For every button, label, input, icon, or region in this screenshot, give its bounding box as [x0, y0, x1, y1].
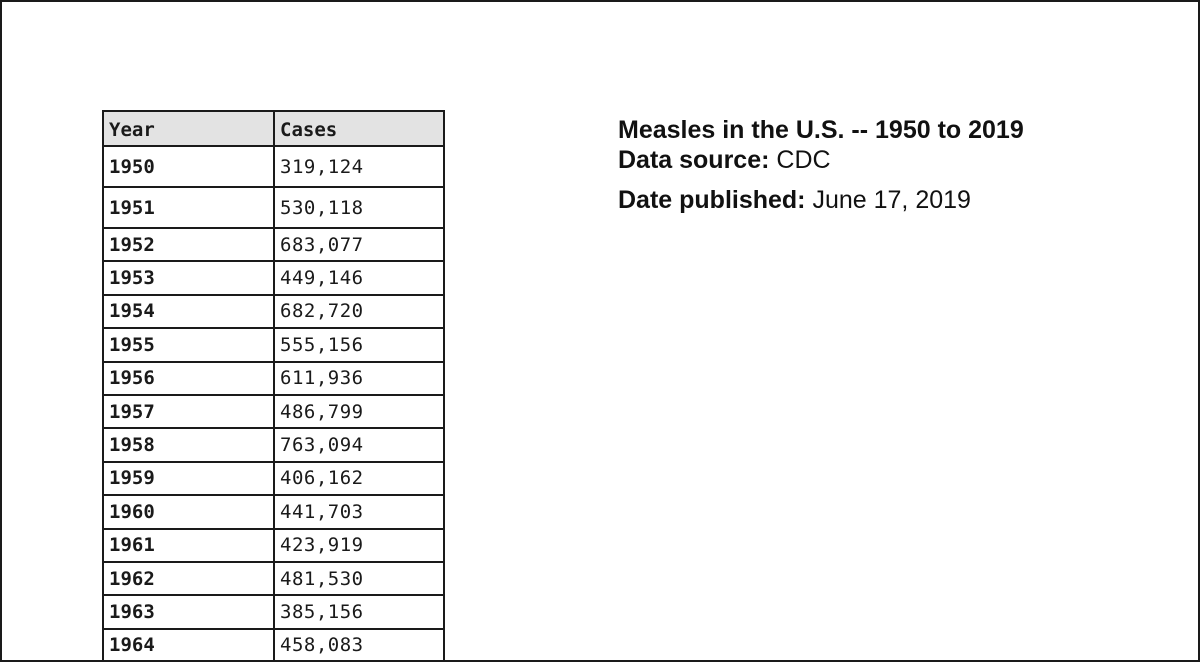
- table-row: 1951 530,118: [102, 186, 445, 229]
- table-row: 1953 449,146: [102, 260, 445, 296]
- year-cell: 1951: [102, 186, 275, 229]
- year-cell: 1952: [102, 226, 275, 263]
- cases-cell: 530,118: [273, 186, 445, 229]
- table-row: 1957 486,799: [102, 393, 445, 430]
- table-row: 1958 763,094: [102, 427, 445, 463]
- cases-cell: 458,083: [273, 627, 445, 660]
- cases-cell: 486,799: [273, 393, 445, 430]
- data-source-line: Data source: CDC: [618, 145, 1024, 175]
- table-row: 1964 458,083: [102, 627, 445, 660]
- column-header-cases: Cases: [273, 110, 445, 147]
- measles-cases-table: Year Cases 1950 319,124 1951 530,118 195…: [102, 110, 445, 660]
- year-cell: 1950: [102, 145, 275, 188]
- date-published-label: Date published:: [618, 186, 806, 214]
- year-cell: 1954: [102, 293, 275, 330]
- cases-cell: 385,156: [273, 594, 445, 630]
- cases-cell: 555,156: [273, 327, 445, 363]
- table-row: 1959 406,162: [102, 460, 445, 497]
- year-cell: 1955: [102, 327, 275, 363]
- cases-cell: 441,703: [273, 494, 445, 530]
- year-cell: 1962: [102, 560, 275, 597]
- year-cell: 1963: [102, 594, 275, 630]
- date-published-value: June 17, 2019: [812, 186, 971, 214]
- year-cell: 1953: [102, 260, 275, 296]
- table-row: 1952 683,077: [102, 226, 445, 263]
- year-cell: 1961: [102, 527, 275, 563]
- year-cell: 1958: [102, 427, 275, 463]
- column-header-year: Year: [102, 110, 275, 147]
- cases-cell: 611,936: [273, 360, 445, 396]
- cases-cell: 481,530: [273, 560, 445, 597]
- table-row: 1955 555,156: [102, 327, 445, 363]
- data-source-value: CDC: [776, 146, 831, 174]
- table-row: 1954 682,720: [102, 293, 445, 330]
- cases-cell: 449,146: [273, 260, 445, 296]
- data-source-label: Data source:: [618, 146, 770, 174]
- table-row: 1956 611,936: [102, 360, 445, 396]
- cases-cell: 319,124: [273, 145, 445, 188]
- dataset-info: Measles in the U.S. -- 1950 to 2019 Data…: [618, 115, 1024, 215]
- cases-cell: 682,720: [273, 293, 445, 330]
- table-row: 1962 481,530: [102, 560, 445, 597]
- year-cell: 1956: [102, 360, 275, 396]
- document-title: Measles in the U.S. -- 1950 to 2019: [618, 116, 1024, 144]
- cases-cell: 763,094: [273, 427, 445, 463]
- cases-cell: 423,919: [273, 527, 445, 563]
- cases-cell: 683,077: [273, 226, 445, 263]
- table-row: 1960 441,703: [102, 494, 445, 530]
- table-row: 1961 423,919: [102, 527, 445, 563]
- table-row: 1963 385,156: [102, 594, 445, 630]
- cases-cell: 406,162: [273, 460, 445, 497]
- year-cell: 1964: [102, 627, 275, 660]
- year-cell: 1957: [102, 393, 275, 430]
- year-cell: 1960: [102, 494, 275, 530]
- table-header-row: Year Cases: [102, 110, 445, 147]
- date-published-line: Date published: June 17, 2019: [618, 185, 1024, 215]
- table-row: 1950 319,124: [102, 145, 445, 188]
- year-cell: 1959: [102, 460, 275, 497]
